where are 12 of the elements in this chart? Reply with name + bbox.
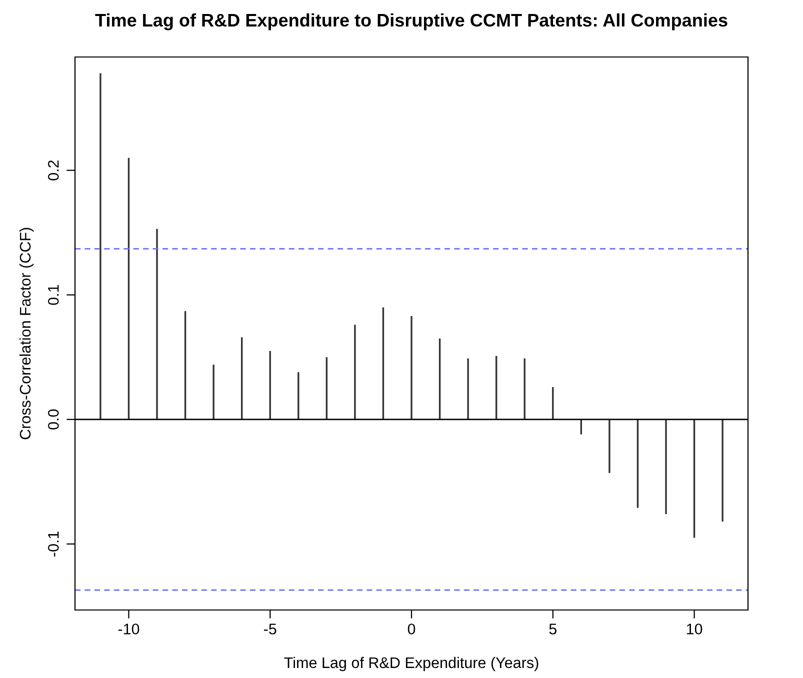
x-tick-label: 5 [549,624,556,634]
y-axis-title: Cross-Correlation Factor (CCF) [19,228,34,440]
y-tick-label: 0.2 [48,160,59,180]
y-tick-label: -0.1 [48,532,59,556]
x-axis-title: Time Lag of R&D Expenditure (Years) [284,656,538,672]
y-tick-label: 0.1 [48,285,59,305]
y-tick-label: 0.0 [48,409,59,430]
x-tick-label: 10 [686,624,702,634]
x-tick-label: -10 [118,624,140,634]
chart-title: Time Lag of R&D Expenditure to Disruptive CCMT Patents: All Companies [95,13,728,30]
x-tick-label: 0 [408,624,416,634]
x-tick-label: -5 [264,624,276,634]
